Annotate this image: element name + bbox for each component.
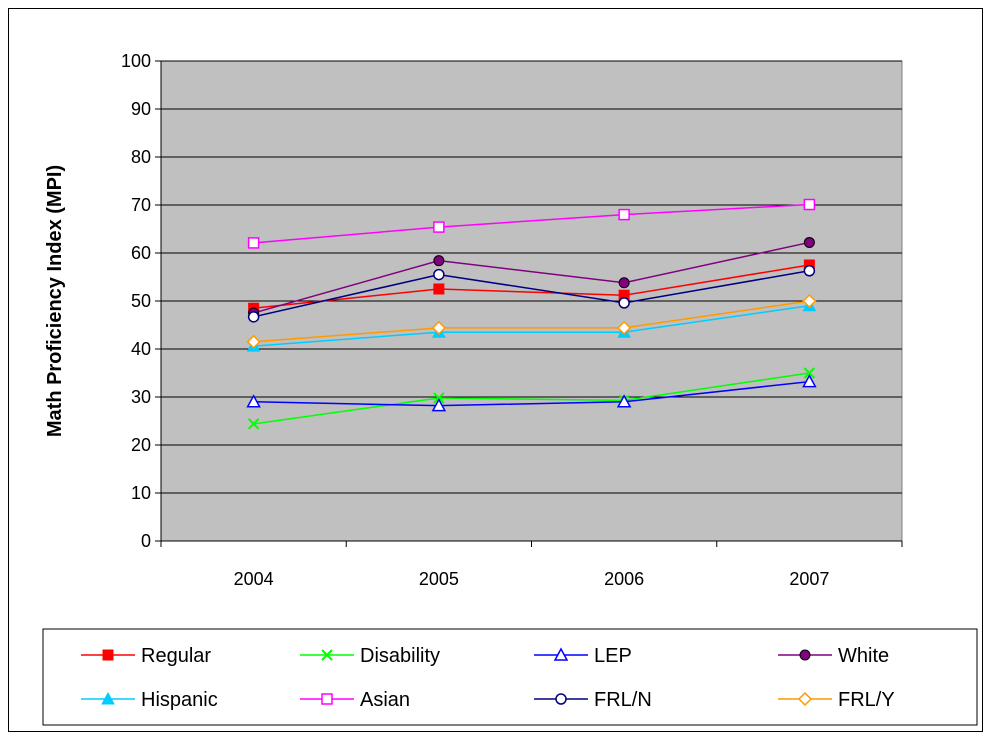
y-tick-label: 50: [131, 291, 151, 311]
axes: [155, 60, 903, 547]
x-tick-label: 2005: [419, 569, 459, 589]
data-point: [616, 394, 632, 408]
data-point: [802, 374, 817, 388]
gridlines: [161, 60, 902, 494]
legend-entry: Regular: [81, 645, 211, 667]
legend-entry: LEP: [534, 645, 632, 667]
data-point: [321, 693, 333, 705]
legend-entry: Disability: [300, 645, 440, 667]
series-line: [253, 203, 810, 244]
legend-entry: White: [778, 645, 889, 667]
data-point: [247, 418, 260, 430]
data-point: [433, 283, 445, 295]
data-point: [803, 367, 816, 379]
series-line: [253, 372, 810, 425]
legend-entry: Asian: [300, 689, 410, 711]
chart-frame: 0 10 20 30 40 50 60 70 80 90 100 2004 2005 2006 2007 …: [8, 8, 983, 732]
data-point: [618, 208, 630, 221]
data-point: [246, 394, 261, 408]
y-tick-label: 40: [131, 339, 151, 359]
y-tick-labels: 0 10 20 30 40 50 60 70 80 90 100: [121, 51, 151, 551]
y-tick-label: 60: [131, 243, 151, 263]
data-point: [618, 297, 630, 309]
series-line: [253, 270, 810, 318]
y-tick-label: 10: [131, 483, 151, 503]
legend-label: FRL/Y: [838, 689, 895, 711]
legend-label: FRL/N: [594, 689, 652, 711]
data-point: [799, 649, 811, 661]
data-point: [433, 392, 445, 404]
data-point: [101, 691, 115, 705]
data-point: [803, 265, 816, 277]
legend: Regular Disability LEP White Hispanic Asian FR…: [81, 645, 895, 711]
data-point: [247, 311, 260, 323]
legend-label: Disability: [360, 645, 440, 667]
data-point: [247, 237, 260, 249]
data-point: [321, 649, 333, 661]
data-point: [797, 691, 813, 707]
series-frl-y: [246, 293, 817, 349]
data-point: [431, 398, 447, 412]
legend-label: Regular: [141, 645, 211, 667]
series-lep: [246, 374, 817, 412]
series-frl-n: [247, 265, 816, 323]
legend-label: Hispanic: [141, 689, 218, 711]
data-point: [102, 649, 114, 661]
legend-label: White: [838, 645, 889, 667]
data-point: [803, 198, 816, 211]
x-tick-label: 2004: [234, 569, 274, 589]
legend-label: LEP: [594, 645, 632, 667]
series-line: [253, 264, 810, 309]
series-line: [253, 241, 810, 314]
y-tick-label: 0: [141, 531, 151, 551]
data-point: [433, 255, 445, 267]
y-tick-label: 70: [131, 195, 151, 215]
legend-label: Asian: [360, 689, 410, 711]
series-asian: [247, 198, 816, 249]
data-point: [553, 647, 569, 661]
legend-entry: FRL/N: [534, 689, 652, 711]
y-tick-label: 30: [131, 387, 151, 407]
data-point: [431, 320, 446, 335]
y-tick-label: 90: [131, 99, 151, 119]
data-point: [802, 293, 817, 309]
series-line: [253, 305, 810, 347]
data-point: [617, 320, 632, 335]
data-point: [555, 693, 567, 705]
y-tick-label: 20: [131, 435, 151, 455]
y-tick-label: 100: [121, 51, 151, 71]
legend-entry: Hispanic: [81, 689, 218, 711]
x-tick-labels: 2004 2005 2006 2007: [234, 569, 830, 589]
legend-box: [42, 628, 978, 726]
data-point: [246, 334, 261, 349]
data-point: [803, 236, 815, 248]
series-lines: [246, 198, 817, 430]
y-tick-label: 80: [131, 147, 151, 167]
series-line: [253, 300, 810, 343]
data-point: [618, 277, 630, 289]
y-axis-title: Math Proficiency Index (MPI): [44, 165, 66, 437]
data-point: [433, 268, 445, 281]
x-tick-label: 2006: [604, 569, 644, 589]
legend-entry: FRL/Y: [778, 689, 895, 711]
x-tick-label: 2007: [789, 569, 829, 589]
series-line: [253, 380, 810, 407]
data-point: [433, 221, 445, 233]
